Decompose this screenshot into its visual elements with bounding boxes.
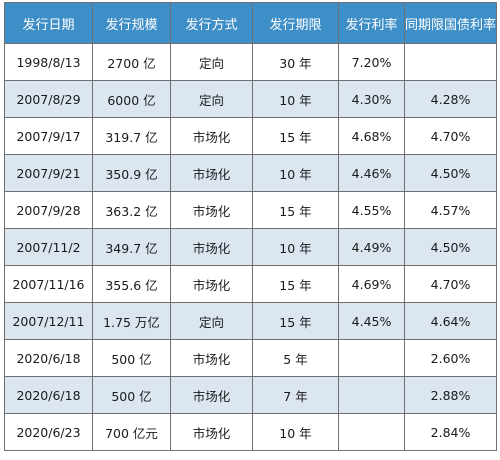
issue-method-cell: 市场化 bbox=[170, 117, 253, 155]
issue-date-cell: 2020/6/18 bbox=[4, 376, 93, 414]
issue-rate-cell: 4.69% bbox=[338, 265, 405, 303]
benchmark-rate-cell: 4.64% bbox=[404, 302, 497, 340]
header-issue-rate: 发行利率 bbox=[338, 2, 405, 44]
issue-method-cell: 定向 bbox=[170, 302, 253, 340]
table-row: 2020/6/23 700 亿元 市场化 10 年 2.84% bbox=[4, 413, 497, 451]
issue-rate-cell bbox=[338, 376, 405, 414]
issue-rate-cell: 4.68% bbox=[338, 117, 405, 155]
benchmark-rate-cell: 2.88% bbox=[404, 376, 497, 414]
benchmark-rate-cell: 2.84% bbox=[404, 413, 497, 451]
issue-date-cell: 2007/11/16 bbox=[4, 265, 93, 303]
table-row: 1998/8/13 2700 亿定向 30 年 7.20% bbox=[4, 43, 497, 81]
issue-method-cell: 市场化 bbox=[170, 154, 253, 192]
table-row: 2007/9/21 350.9 亿市场化 10 年 4.46% 4.50% bbox=[4, 154, 497, 192]
header-row: 发行日期 发行规模 发行方式 发行期限 发行利率 同期限国债利率 bbox=[4, 2, 497, 44]
issue-size-cell: 319.7 亿 bbox=[92, 117, 171, 155]
issue-term-cell: 5 年 bbox=[252, 339, 339, 377]
issue-date-cell: 2007/9/17 bbox=[4, 117, 93, 155]
table-row: 2007/9/28 363.2 亿市场化 15 年 4.55% 4.57% bbox=[4, 191, 497, 229]
issue-date-cell: 2020/6/18 bbox=[4, 339, 93, 377]
issue-method-cell: 市场化 bbox=[170, 265, 253, 303]
issue-term-cell: 15 年 bbox=[252, 302, 339, 340]
benchmark-rate-cell: 2.60% bbox=[404, 339, 497, 377]
issue-term-cell: 15 年 bbox=[252, 117, 339, 155]
issue-method-cell: 市场化 bbox=[170, 413, 253, 451]
table-row: 2020/6/18 500 亿市场化 7 年 2.88% bbox=[4, 376, 497, 414]
issue-size-cell: 700 亿元 bbox=[92, 413, 171, 451]
issue-method-cell: 市场化 bbox=[170, 376, 253, 414]
issue-size-cell: 350.9 亿 bbox=[92, 154, 171, 192]
issue-date-cell: 2007/12/11 bbox=[4, 302, 93, 340]
issue-size-cell: 500 亿 bbox=[92, 339, 171, 377]
benchmark-rate-cell: 4.70% bbox=[404, 117, 497, 155]
table-row: 2020/6/18 500 亿市场化 5 年 2.60% bbox=[4, 339, 497, 377]
table-row: 2007/11/16 355.6 亿市场化 15 年 4.69% 4.70% bbox=[4, 265, 497, 303]
issue-term-cell: 30 年 bbox=[252, 43, 339, 81]
issue-rate-cell: 4.30% bbox=[338, 80, 405, 118]
issue-size-cell: 355.6 亿 bbox=[92, 265, 171, 303]
benchmark-rate-cell: 4.28% bbox=[404, 80, 497, 118]
issue-method-cell: 定向 bbox=[170, 80, 253, 118]
issue-rate-cell bbox=[338, 339, 405, 377]
table-row: 2007/11/2 349.7 亿市场化 10 年 4.49% 4.50% bbox=[4, 228, 497, 266]
issue-method-cell: 定向 bbox=[170, 43, 253, 81]
header-issue-date: 发行日期 bbox=[4, 2, 93, 44]
issue-term-cell: 15 年 bbox=[252, 265, 339, 303]
issue-date-cell: 2007/11/2 bbox=[4, 228, 93, 266]
issue-size-cell: 349.7 亿 bbox=[92, 228, 171, 266]
issue-date-cell: 2020/6/23 bbox=[4, 413, 93, 451]
issue-rate-cell: 4.46% bbox=[338, 154, 405, 192]
issue-method-cell: 市场化 bbox=[170, 228, 253, 266]
benchmark-rate-cell bbox=[404, 43, 497, 81]
issue-term-cell: 10 年 bbox=[252, 80, 339, 118]
table-row: 2007/9/17 319.7 亿市场化 15 年 4.68% 4.70% bbox=[4, 117, 497, 155]
issue-size-cell: 6000 亿 bbox=[92, 80, 171, 118]
issue-size-cell: 2700 亿 bbox=[92, 43, 171, 81]
issue-date-cell: 2007/9/21 bbox=[4, 154, 93, 192]
issue-rate-cell: 4.45% bbox=[338, 302, 405, 340]
table-body: 1998/8/13 2700 亿定向 30 年 7.20% 2007/8/29 6000 … bbox=[4, 43, 497, 451]
issue-rate-cell bbox=[338, 413, 405, 451]
issue-rate-cell: 4.49% bbox=[338, 228, 405, 266]
issue-rate-cell: 4.55% bbox=[338, 191, 405, 229]
issue-term-cell: 7 年 bbox=[252, 376, 339, 414]
benchmark-rate-cell: 4.57% bbox=[404, 191, 497, 229]
bond-issuance-table: 发行日期 发行规模 发行方式 发行期限 发行利率 同期限国债利率 1998/8/… bbox=[4, 2, 497, 451]
header-issue-size: 发行规模 bbox=[92, 2, 171, 44]
table-row: 2007/12/11 1.75 万亿 定向 15 年 4.45% 4.64% bbox=[4, 302, 497, 340]
benchmark-rate-cell: 4.70% bbox=[404, 265, 497, 303]
issue-term-cell: 15 年 bbox=[252, 191, 339, 229]
issue-size-cell: 1.75 万亿 bbox=[92, 302, 171, 340]
header-benchmark-rate: 同期限国债利率 bbox=[404, 2, 497, 44]
issue-method-cell: 市场化 bbox=[170, 191, 253, 229]
table-row: 2007/8/29 6000 亿定向 10 年 4.30% 4.28% bbox=[4, 80, 497, 118]
issue-method-cell: 市场化 bbox=[170, 339, 253, 377]
issue-date-cell: 1998/8/13 bbox=[4, 43, 93, 81]
issue-term-cell: 10 年 bbox=[252, 413, 339, 451]
benchmark-rate-cell: 4.50% bbox=[404, 154, 497, 192]
issue-size-cell: 500 亿 bbox=[92, 376, 171, 414]
header-issue-term: 发行期限 bbox=[252, 2, 339, 44]
issue-date-cell: 2007/9/28 bbox=[4, 191, 93, 229]
issue-term-cell: 10 年 bbox=[252, 228, 339, 266]
issue-date-cell: 2007/8/29 bbox=[4, 80, 93, 118]
issue-term-cell: 10 年 bbox=[252, 154, 339, 192]
issue-rate-cell: 7.20% bbox=[338, 43, 405, 81]
benchmark-rate-cell: 4.50% bbox=[404, 228, 497, 266]
header-issue-method: 发行方式 bbox=[170, 2, 253, 44]
issue-size-cell: 363.2 亿 bbox=[92, 191, 171, 229]
